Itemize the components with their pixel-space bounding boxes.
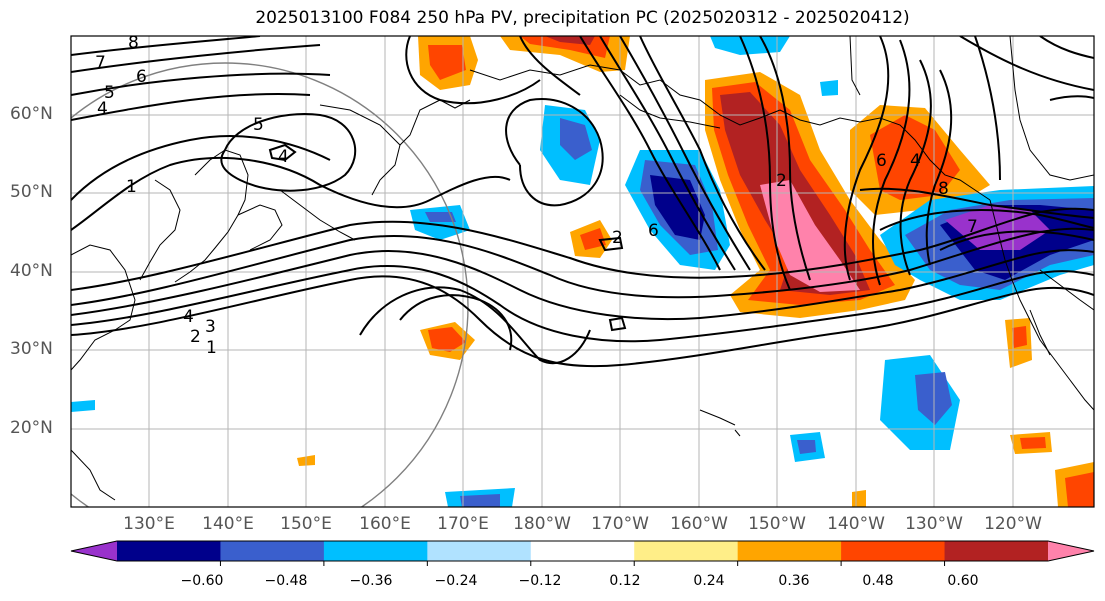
colorbar-bin — [117, 541, 221, 561]
colorbar-outline — [70, 540, 1095, 562]
lon-label: 150°W — [748, 514, 806, 534]
colorbar-bin — [944, 541, 1049, 561]
colorbar-tick-label: 0.48 — [862, 573, 894, 589]
plot-title: 2025013100 F084 250 hPa PV, precipitatio… — [255, 8, 910, 28]
colorbar-bin — [841, 541, 946, 561]
lon-label: 170°E — [437, 514, 489, 534]
lon-label: 160°W — [670, 514, 728, 534]
coastlines — [71, 36, 1094, 501]
lat-label: 40°N — [10, 261, 53, 281]
lat-label: 30°N — [10, 339, 53, 359]
contour-label: 1 — [206, 338, 217, 358]
colorbar-tick-label: 0.24 — [693, 573, 725, 589]
colorbar-bin — [737, 541, 842, 561]
contour-label: 6 — [136, 67, 147, 87]
contour-label: 1 — [126, 177, 137, 197]
contour-label: 4 — [97, 99, 108, 119]
lat-label: 20°N — [10, 418, 53, 438]
contour-label: 4 — [278, 147, 289, 167]
colorbar-bin — [220, 541, 325, 561]
lon-label: 140°E — [202, 514, 254, 534]
contour-labels: 8 7 6 5 4 5 4 1 1 2 3 4 2 6 2 6 8 4 7 — [95, 33, 978, 358]
contour-label: 6 — [648, 221, 659, 241]
contour-label: 7 — [95, 53, 106, 73]
contour-label: 2 — [776, 171, 787, 191]
colorbar-tick-label: 0.60 — [947, 573, 979, 589]
contour-label: 6 — [876, 151, 887, 171]
range-circle — [71, 62, 469, 507]
colorbar-extend-low — [71, 541, 117, 561]
contour-label: 3 — [205, 317, 216, 337]
lat-label: 50°N — [10, 182, 53, 202]
contour-label: 2 — [612, 228, 623, 248]
lon-label: 120°W — [984, 514, 1042, 534]
contour-label: 8 — [128, 33, 139, 53]
contour-label: 5 — [104, 83, 115, 103]
lon-label: 180°W — [513, 514, 571, 534]
colorbar-tick-label: −0.60 — [180, 573, 224, 589]
lat-label: 60°N — [10, 104, 53, 124]
contour-label: 5 — [253, 115, 264, 135]
colorbar-tick-label: 0.36 — [778, 573, 810, 589]
lon-label: 170°W — [591, 514, 649, 534]
pv-contours — [71, 36, 1094, 368]
colorbar-tick-label: −0.24 — [434, 573, 478, 589]
lon-label: 140°W — [827, 514, 885, 534]
colorbar-tick-label: −0.48 — [264, 573, 308, 589]
lon-label: 130°W — [905, 514, 963, 534]
lon-label: 130°E — [123, 514, 175, 534]
contour-label: 7 — [967, 217, 978, 237]
colorbar-extend-high — [1048, 541, 1094, 561]
colorbar-tick-label: 0.12 — [609, 573, 641, 589]
map-area: 8 7 6 5 4 5 4 1 1 2 3 4 2 6 2 6 8 4 7 — [71, 33, 1094, 507]
lon-label: 160°E — [359, 514, 411, 534]
colorbar-bin — [530, 541, 635, 561]
contour-label: 8 — [938, 179, 949, 199]
contour-label: 4 — [910, 151, 921, 171]
lon-label: 150°E — [280, 514, 332, 534]
contour-label: 2 — [190, 327, 201, 347]
graticule — [71, 36, 1094, 507]
colorbar-tick-label: −0.36 — [349, 573, 393, 589]
map-frame — [70, 35, 1095, 508]
colorbar-bin — [427, 541, 532, 561]
contour-label: 4 — [183, 307, 194, 327]
colorbar-bin — [634, 541, 739, 561]
colorbar — [70, 540, 1095, 566]
colorbar-tick-label: −0.12 — [518, 573, 562, 589]
colorbar-bin — [323, 541, 428, 561]
